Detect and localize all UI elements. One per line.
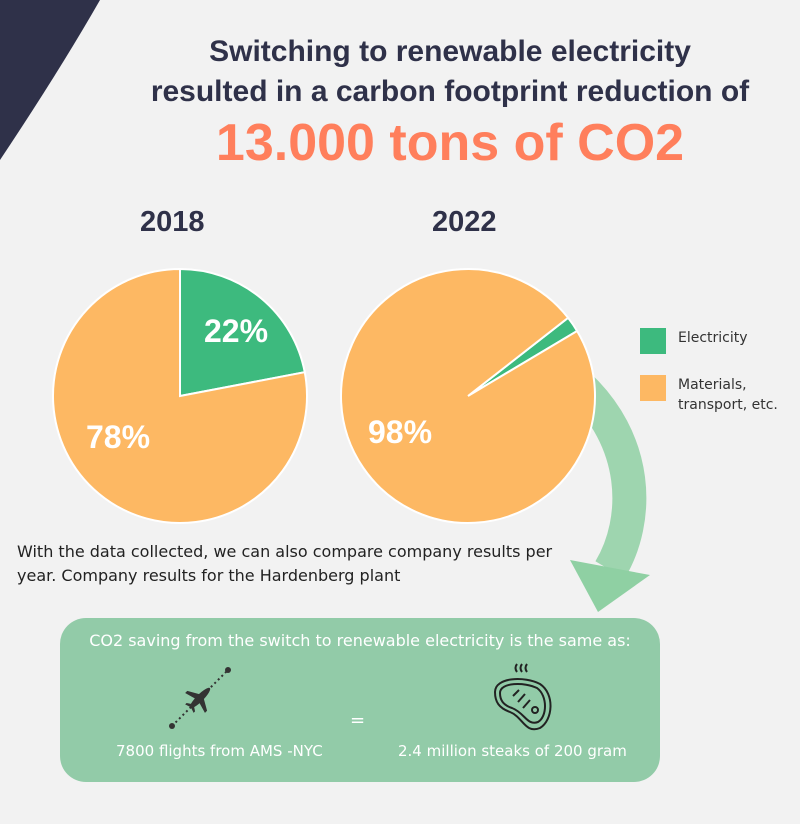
legend-label: transport, etc. (678, 397, 778, 413)
equivalence-box: CO2 saving from the switch to renewable … (60, 618, 660, 782)
arrow-shaft (563, 369, 647, 579)
arrow-head (570, 560, 650, 612)
pie-data-label: 78% (86, 419, 150, 455)
steaks-label: 2.4 million steaks of 200 gram (398, 742, 627, 760)
corner-decoration (0, 0, 100, 160)
pie-data-label: 22% (204, 313, 268, 349)
headline-highlight: 13.000 tons of CO2 (215, 114, 685, 172)
headline-line-1: Switching to renewable electricity (209, 35, 691, 68)
legend-materials: Materials, transport, etc. (640, 375, 778, 415)
chart-title-2022: 2022 (432, 206, 497, 238)
legend-electricity: Electricity (640, 328, 748, 354)
chart-title-2018: 2018 (140, 206, 205, 238)
description: With the data collected, we can also com… (17, 542, 553, 585)
flights-label: 7800 flights from AMS -NYC (116, 742, 323, 760)
legend-label: Electricity (678, 330, 748, 346)
pie-slice-2022-materials (340, 268, 596, 524)
steak-icon (493, 663, 552, 731)
legend-swatch-materials (640, 375, 666, 401)
pie-slice-2018-electricity (179, 267, 306, 398)
equals-sign: = (350, 710, 366, 731)
legend-label: Materials, (678, 377, 747, 393)
pie-slice-2018-materials (52, 267, 308, 524)
equivalence-title: CO2 saving from the switch to renewable … (89, 631, 631, 650)
pie-2022: 2%98% (340, 268, 596, 524)
legend-swatch-electricity (640, 328, 666, 354)
pie-data-label: 98% (368, 414, 432, 450)
headline-line-2: resulted in a carbon footprint reduction… (150, 75, 750, 108)
pie-2018: 22% 78% (52, 267, 308, 524)
airplane-route-icon (169, 667, 231, 729)
